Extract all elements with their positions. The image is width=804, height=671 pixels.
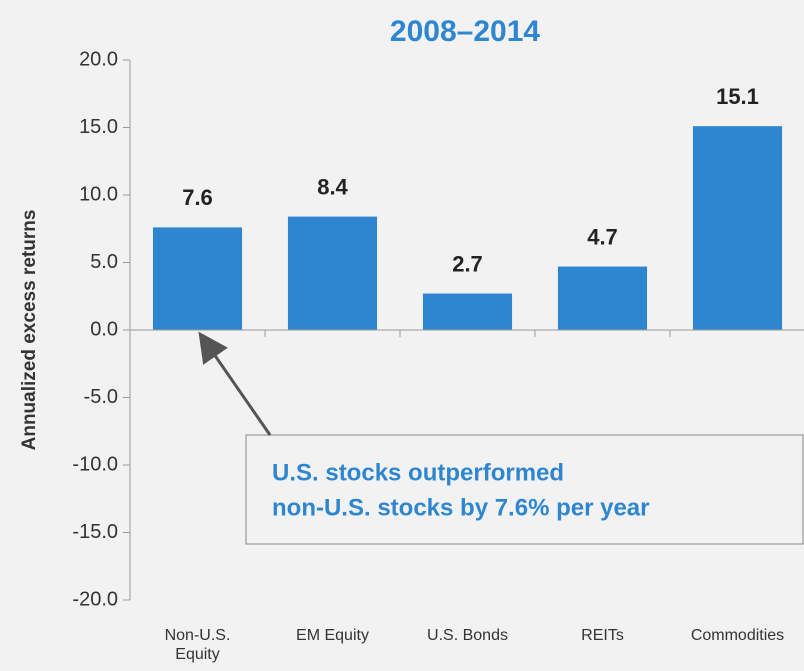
x-tick-label: Non-U.S. Equity (164, 627, 231, 663)
x-tick-label: Commodities (690, 627, 785, 644)
value-label: 2.7 (452, 251, 483, 276)
y-tick-label: 10.0 (79, 183, 118, 205)
chart-title: 2008–2014 (390, 15, 540, 48)
annotation-box (245, 434, 804, 545)
y-tick-label: 5.0 (90, 251, 118, 273)
x-tick-label: U.S. Bonds (427, 627, 508, 644)
annotation-text: U.S. stocks outperformed (272, 459, 564, 486)
annotation-arrow (198, 331, 272, 436)
value-label: 7.6 (182, 185, 213, 210)
value-label: 15.1 (716, 84, 759, 109)
y-tick-label: -20.0 (72, 588, 118, 610)
x-tick-label: REITs (581, 627, 624, 644)
value-label: 8.4 (317, 174, 348, 199)
y-tick-label: -5.0 (84, 386, 118, 408)
x-tick-label: EM Equity (296, 627, 369, 644)
y-tick-label: 20.0 (79, 48, 118, 70)
annotation-text: non-U.S. stocks by 7.6% per year (272, 494, 649, 521)
y-tick-label: 15.0 (79, 116, 118, 138)
y-tick-label: 0.0 (90, 318, 118, 340)
y-tick-label: -15.0 (72, 521, 118, 543)
y-axis-label: Annualized excess returns (19, 210, 40, 451)
y-tick-label: -10.0 (72, 453, 118, 475)
value-label: 4.7 (587, 224, 618, 249)
bar (692, 126, 783, 331)
bar (287, 216, 378, 330)
bar (557, 266, 648, 330)
bar (152, 227, 243, 330)
bar (422, 293, 513, 330)
